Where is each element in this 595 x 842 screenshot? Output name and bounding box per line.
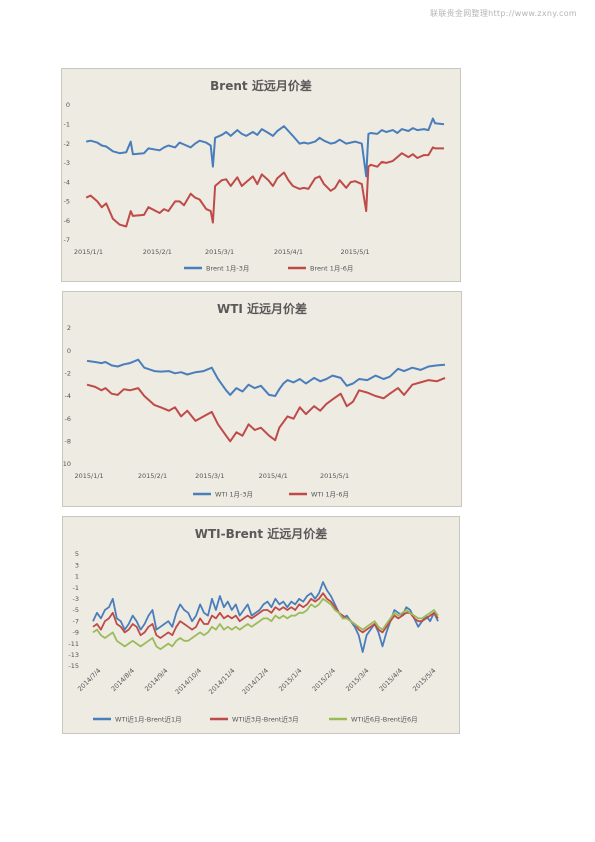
y-tick-label: -7	[73, 617, 79, 625]
series-line	[92, 592, 439, 639]
series-line	[86, 358, 446, 397]
y-tick-label: 3	[75, 561, 79, 569]
brent-spread-chart: Brent 近远月价差 0 -1 -2 -3 -4 -5 -6 -7 2015/1/1 2015/2…	[61, 68, 461, 282]
x-tick-label: 2014/11/4	[207, 667, 236, 696]
x-tick-label: 2014/10/4	[174, 667, 203, 696]
x-tick-label: 2014/8/4	[110, 667, 136, 693]
x-tick-label: 2015/2/4	[311, 667, 337, 693]
y-tick-label: -8	[65, 438, 71, 446]
x-tick-label: 2015/4/1	[259, 472, 288, 480]
chart-title: Brent 近远月价差	[210, 78, 312, 93]
x-tick-label: 2015/5/1	[341, 248, 370, 256]
y-tick-label: 2	[67, 324, 71, 332]
y-tick-label: -2	[64, 140, 70, 148]
y-tick-label: -9	[73, 629, 79, 637]
series-line	[86, 117, 445, 178]
x-tick-label: 2015/4/1	[274, 248, 303, 256]
legend-label: WTI近6月-Brent近6月	[351, 714, 418, 723]
series-line	[92, 581, 439, 653]
legend-label: Brent 1月-3月	[206, 264, 249, 272]
x-tick-label: 2014/12/4	[241, 667, 270, 696]
y-tick-label: -4	[64, 178, 70, 186]
y-tick-label: -5	[64, 198, 70, 206]
y-tick-label: -4	[65, 392, 71, 400]
x-tick-label: 2015/1/1	[74, 472, 103, 480]
y-tick-label: -1	[73, 584, 79, 592]
x-tick-label: 2015/1/4	[277, 667, 303, 693]
x-tick-label: 2015/1/1	[74, 248, 103, 256]
legend-label: WTI 1月-6月	[311, 490, 349, 498]
y-tick-label: -7	[64, 236, 70, 244]
y-tick-label: -3	[73, 595, 79, 603]
series-line	[85, 146, 444, 228]
wti-brent-spread-chart: WTI-Brent 近远月价差 5 3 1 -1 -3 -5 -7 -9 -11 -13 -15 201…	[62, 516, 460, 734]
series-line	[86, 376, 446, 443]
y-tick-label: -15	[68, 662, 79, 670]
legend-label: WTI近3月-Brent近3月	[232, 714, 299, 723]
y-tick-label: -10	[63, 460, 71, 468]
x-tick-label: 2015/3/4	[344, 667, 370, 693]
x-tick-label: 2015/5/4	[411, 667, 437, 693]
legend-label: WTI近1月-Brent近1月	[115, 714, 182, 723]
y-tick-label: -5	[73, 606, 79, 614]
legend-label: WTI 1月-3月	[215, 490, 253, 498]
y-tick-label: -13	[68, 651, 79, 659]
chart-title: WTI 近远月价差	[217, 301, 307, 316]
brent-spread-chart-svg: Brent 近远月价差 0 -1 -2 -3 -4 -5 -6 -7 2015/1/1 2015/2…	[64, 78, 445, 272]
x-tick-label: 2014/9/4	[143, 667, 169, 693]
x-tick-label: 2015/2/1	[138, 472, 167, 480]
x-tick-label: 2015/4/4	[378, 667, 404, 693]
y-tick-label: 0	[67, 347, 71, 355]
y-tick-label: 5	[75, 550, 79, 558]
y-tick-label: 0	[66, 101, 70, 109]
y-tick-label: -6	[64, 217, 70, 225]
x-tick-label: 2015/3/1	[205, 248, 234, 256]
chart-title: WTI-Brent 近远月价差	[195, 526, 328, 541]
y-tick-label: -6	[65, 415, 71, 423]
x-tick-label: 2015/2/1	[143, 248, 172, 256]
y-tick-label: -1	[64, 120, 70, 128]
y-tick-label: 1	[75, 573, 79, 581]
watermark-text: 联联贵金网整理http://www.zxny.com	[430, 9, 577, 18]
x-tick-label: 2015/3/1	[195, 472, 224, 480]
y-tick-label: -2	[65, 370, 71, 378]
x-tick-label: 2014/7/4	[76, 667, 102, 693]
y-tick-label: -3	[64, 159, 70, 167]
legend-label: Brent 1月-6月	[310, 264, 353, 272]
x-tick-label: 2015/5/1	[320, 472, 349, 480]
y-tick-label: -11	[68, 640, 79, 648]
wti-brent-spread-chart-svg: WTI-Brent 近远月价差531-1-3-5-7-9-11-13-15201…	[68, 526, 439, 723]
series-line	[92, 597, 439, 651]
